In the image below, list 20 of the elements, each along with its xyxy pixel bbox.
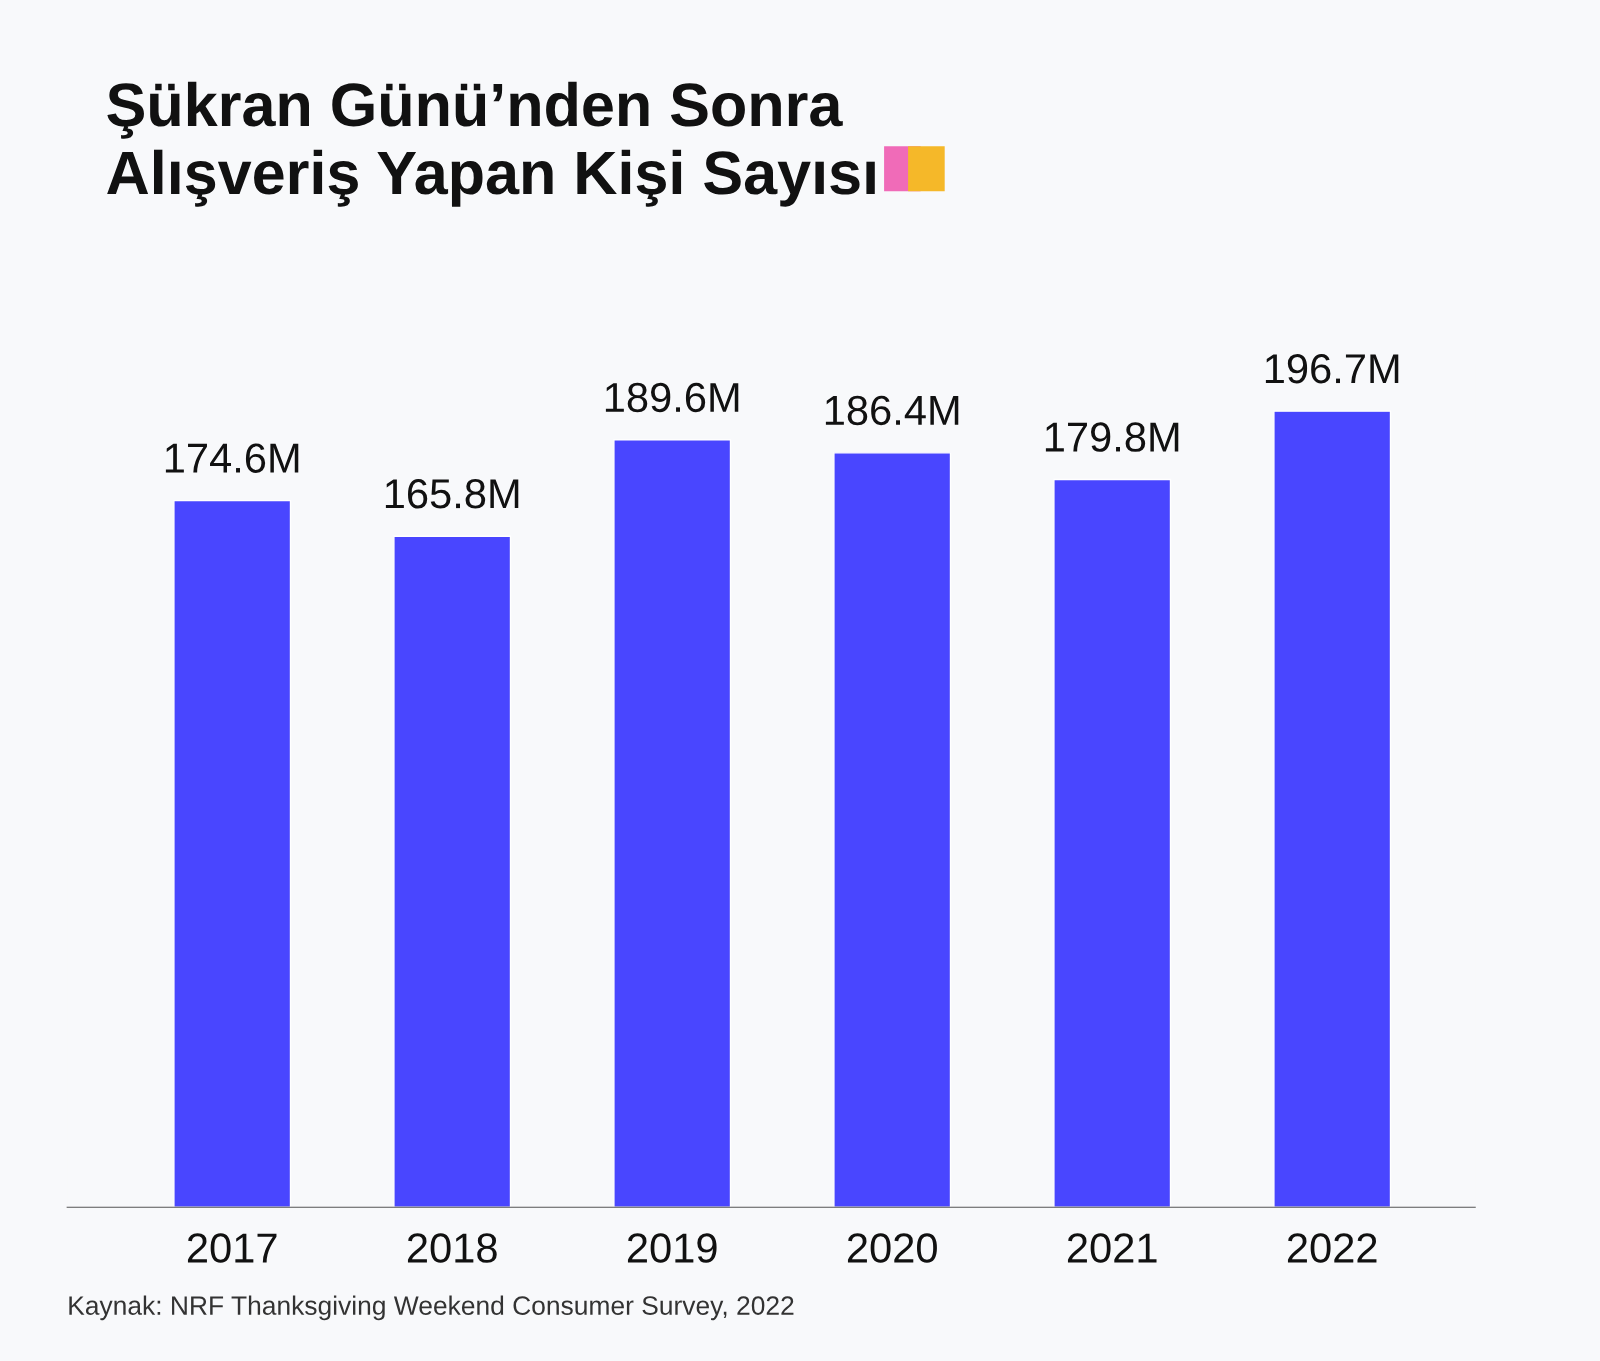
x-tick-label: 2018 <box>407 1233 497 1263</box>
data-label: 179.8M <box>1045 422 1179 452</box>
bar <box>613 439 732 1208</box>
x-tick-label: 2017 <box>187 1233 277 1263</box>
data-label: 165.8M <box>385 479 519 509</box>
data-label: 174.6M <box>165 443 299 473</box>
bar <box>393 535 512 1208</box>
x-tick-label: 2022 <box>1287 1233 1377 1263</box>
bar <box>1273 410 1392 1208</box>
text: Kaynak: NRF Thanksgiving Weekend Consumer Survey, 2022 <box>69 1295 794 1321</box>
bar <box>1053 478 1172 1208</box>
data-label: 189.6M <box>605 382 739 413</box>
data-label: 196.7M <box>1265 353 1399 384</box>
x-tick-label: 2019 <box>627 1233 717 1263</box>
chart-title: Şükran Günü’nden Sonra Alışveriş Yapan Kişi Sayısı <box>107 81 875 207</box>
x-tick-label: 2020 <box>847 1233 937 1263</box>
bar <box>173 499 292 1208</box>
bar <box>833 452 952 1208</box>
data-label: 186.4M <box>825 395 959 426</box>
x-tick-label: 2021 <box>1067 1233 1157 1263</box>
